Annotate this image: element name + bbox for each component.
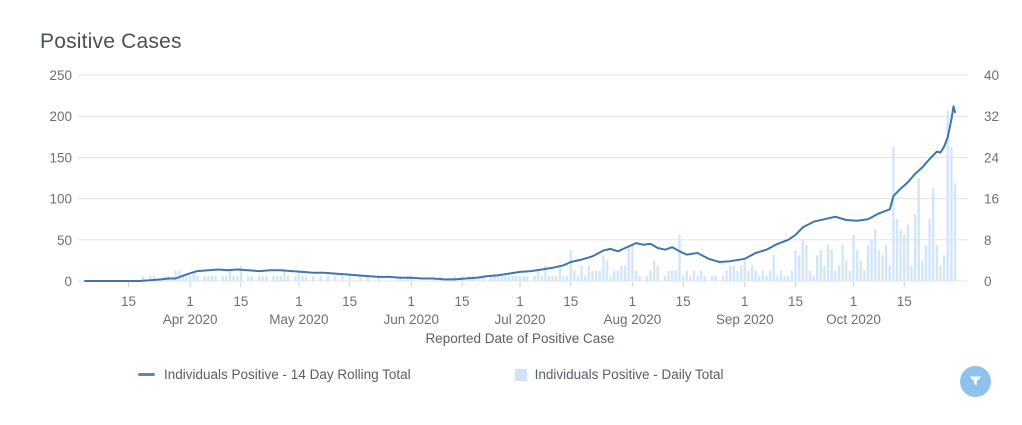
svg-text:1: 1 <box>850 294 858 309</box>
svg-text:15: 15 <box>788 294 803 309</box>
svg-text:40: 40 <box>984 68 999 83</box>
filter-button[interactable] <box>960 366 991 397</box>
svg-text:15: 15 <box>897 294 912 309</box>
svg-text:1: 1 <box>295 294 303 309</box>
svg-text:150: 150 <box>49 150 72 165</box>
positive-cases-chart[interactable]: 250 40 200 32 150 24 100 16 50 8 0 0 15 1 Apr 2020 15 1 M… <box>0 0 1022 355</box>
svg-text:100: 100 <box>49 192 72 207</box>
svg-text:1: 1 <box>629 294 637 309</box>
chart-legend: Individuals Positive - 14 Day Rolling To… <box>0 367 1022 382</box>
svg-text:32: 32 <box>984 109 999 124</box>
svg-text:1: 1 <box>186 294 194 309</box>
legend-item-rolling-total[interactable]: Individuals Positive - 14 Day Rolling To… <box>138 367 411 382</box>
svg-text:May 2020: May 2020 <box>269 312 328 327</box>
svg-text:0: 0 <box>984 274 992 289</box>
svg-text:15: 15 <box>342 294 357 309</box>
svg-text:1: 1 <box>741 294 749 309</box>
svg-text:24: 24 <box>984 150 1000 165</box>
svg-text:8: 8 <box>984 233 992 248</box>
svg-text:15: 15 <box>233 294 248 309</box>
svg-text:15: 15 <box>454 294 469 309</box>
chart-title: Positive Cases <box>40 30 182 53</box>
svg-text:15: 15 <box>563 294 578 309</box>
square-swatch-icon <box>514 368 527 381</box>
svg-text:1: 1 <box>407 294 415 309</box>
svg-text:200: 200 <box>49 109 72 124</box>
svg-text:Jul 2020: Jul 2020 <box>494 312 545 327</box>
svg-text:Jun 2020: Jun 2020 <box>383 312 439 327</box>
svg-text:15: 15 <box>676 294 691 309</box>
legend-label-daily-total: Individuals Positive - Daily Total <box>534 367 724 382</box>
svg-text:250: 250 <box>49 68 72 83</box>
line-dash-icon <box>138 373 155 376</box>
legend-item-daily-total[interactable]: Individuals Positive - Daily Total <box>514 367 724 382</box>
legend-label-rolling-total: Individuals Positive - 14 Day Rolling To… <box>164 367 411 382</box>
svg-text:Reported Date of Positive Case: Reported Date of Positive Case <box>425 331 614 346</box>
svg-text:15: 15 <box>121 294 136 309</box>
svg-text:16: 16 <box>984 192 999 207</box>
svg-text:Aug 2020: Aug 2020 <box>603 312 661 327</box>
svg-text:1: 1 <box>516 294 524 309</box>
svg-text:Oct 2020: Oct 2020 <box>826 312 881 327</box>
svg-text:0: 0 <box>64 274 72 289</box>
svg-text:Sep 2020: Sep 2020 <box>716 312 774 327</box>
svg-text:50: 50 <box>57 233 72 248</box>
filter-funnel-icon <box>969 376 982 386</box>
svg-text:Apr 2020: Apr 2020 <box>163 312 218 327</box>
